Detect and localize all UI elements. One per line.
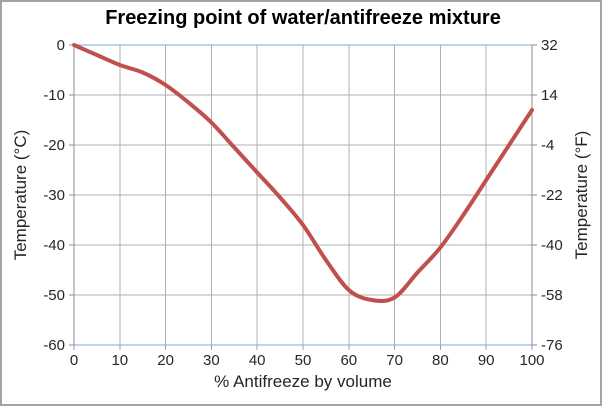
x-tick-label: 40 <box>249 352 266 369</box>
y-tick-label-fahrenheit: -4 <box>541 137 554 154</box>
y-tick-label-celsius: 0 <box>57 37 65 54</box>
chart-title: Freezing point of water/antifreeze mixtu… <box>105 7 501 29</box>
y-tick-label-fahrenheit: -40 <box>541 237 563 254</box>
y-tick-label-fahrenheit: 32 <box>541 37 558 54</box>
y-tick-label-fahrenheit: 14 <box>541 87 558 104</box>
y-tick-label-celsius: -50 <box>43 287 65 304</box>
y-tick-label-celsius: -40 <box>43 237 65 254</box>
x-axis-label: % Antifreeze by volume <box>214 372 392 391</box>
x-tick-label: 20 <box>157 352 174 369</box>
y-axis-label-celsius: Temperature (°C) <box>11 129 30 261</box>
y-tick-label-fahrenheit: -58 <box>541 287 563 304</box>
y-tick-label-celsius: -20 <box>43 137 65 154</box>
freezing-point-curve <box>72 43 534 303</box>
x-tick-label: 50 <box>295 352 312 369</box>
x-tick-label: 100 <box>519 352 544 369</box>
y-tick-label-celsius: -10 <box>43 87 65 104</box>
x-tick-label: 30 <box>203 352 220 369</box>
y-tick-label-celsius: -30 <box>43 187 65 204</box>
x-tick-label: 80 <box>432 352 449 369</box>
y-tick-label-fahrenheit: -76 <box>541 337 563 354</box>
x-tick-label: 60 <box>340 352 357 369</box>
x-tick-label: 10 <box>111 352 128 369</box>
y-tick-label-celsius: -60 <box>43 337 65 354</box>
y-tick-label-fahrenheit: -22 <box>541 187 563 204</box>
x-tick-label: 90 <box>478 352 495 369</box>
y-axis-label-fahrenheit: Temperature (°F) <box>572 130 591 260</box>
x-tick-label: 0 <box>70 352 78 369</box>
x-tick-label: 70 <box>386 352 403 369</box>
